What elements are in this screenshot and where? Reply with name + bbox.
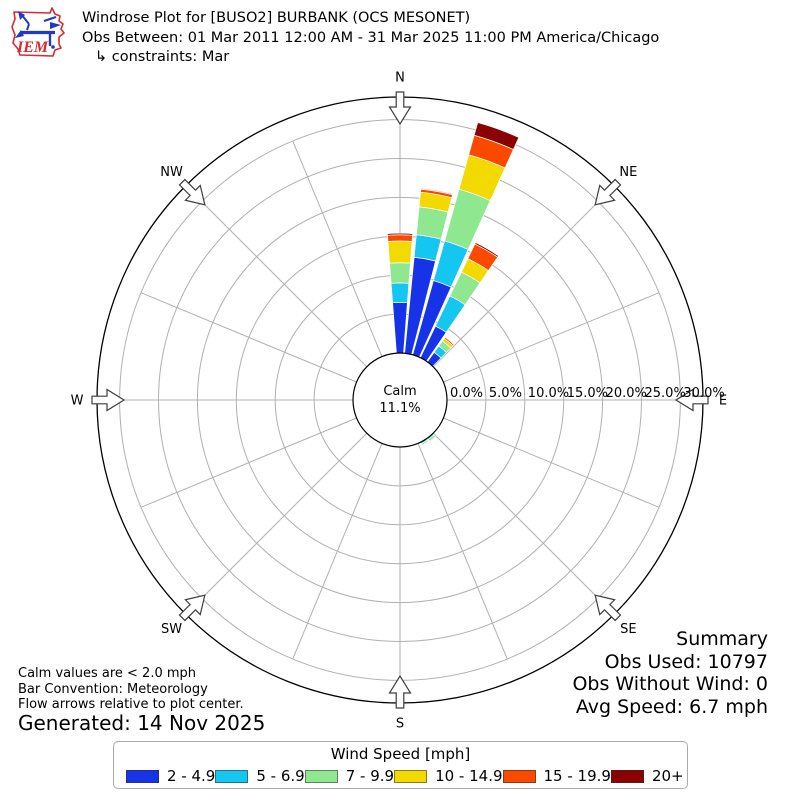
summary-title: Summary [676, 628, 768, 650]
plot-constraints: ↳ constraints: Mar [95, 49, 230, 65]
legend-label: 2 - 4.9 [167, 767, 216, 785]
radial-tick-label: 0.0% [450, 386, 483, 401]
plot-subtitle: Obs Between: 01 Mar 2011 12:00 AM - 31 M… [82, 29, 660, 46]
compass-label: E [719, 394, 727, 409]
calm-label: Calm [383, 384, 416, 399]
calm-value: 11.1% [379, 401, 420, 416]
wind-bar-segment [387, 234, 413, 242]
radial-tick-label: 5.0% [489, 386, 522, 401]
plot-title: Windrose Plot for [BUSO2] BURBANK (OCS M… [82, 10, 471, 26]
radial-tick-label: 15.0% [567, 386, 608, 401]
legend-item: 15 - 19.9 [502, 767, 611, 785]
legend-item: 5 - 6.9 [215, 767, 305, 785]
legend-swatch [610, 769, 644, 783]
legend-label: 15 - 19.9 [543, 767, 611, 785]
radial-tick-label: 30.0% [683, 386, 724, 401]
legend-item: 10 - 14.9 [394, 767, 503, 785]
legend-label: 7 - 9.9 [345, 767, 395, 785]
compass-arrow-icon [91, 388, 126, 412]
compass-label: NW [160, 165, 183, 180]
calm-circle [352, 352, 448, 448]
summary-obs-without-wind: Obs Without Wind: 0 [572, 673, 768, 695]
grid-spoke [201, 201, 368, 368]
wind-bar-segment [386, 232, 414, 236]
wind-bar-segment [389, 262, 411, 284]
grid-spoke [292, 141, 383, 357]
generated-date: Generated: 14 Nov 2025 [18, 710, 266, 735]
iem-logo-text: IEM [16, 39, 49, 56]
compass-label: SW [161, 622, 182, 637]
plot-header: Windrose Plot for [BUSO2] BURBANK (OCS M… [82, 9, 659, 68]
compass-label: W [71, 394, 84, 409]
footnotes: Calm values are < 2.0 mph Bar Convention… [18, 666, 266, 735]
grid-spoke [141, 292, 357, 383]
legend-swatch [126, 769, 159, 783]
grid-spoke [292, 443, 383, 659]
wind-bar-segment [413, 234, 442, 262]
legend-title: Wind Speed [mph] [330, 745, 471, 763]
legend-swatch [394, 769, 428, 783]
grid-spoke [432, 432, 599, 599]
wind-speed-legend: Wind Speed [mph] 2 - 4.9 5 - 6.9 7 - 9.9 10… [113, 741, 688, 789]
grid-spoke [141, 417, 357, 508]
legend-label: 20+ [651, 767, 684, 785]
wind-bar-segment [474, 242, 499, 258]
legend-swatch [215, 769, 249, 783]
legend-label: 5 - 6.9 [256, 767, 305, 785]
legend-items: 2 - 4.9 5 - 6.9 7 - 9.9 10 - 14.9 15 - 19.9 2… [114, 767, 687, 785]
compass-label: SE [620, 622, 636, 637]
wind-bar-segment [420, 439, 429, 446]
compass-arrow-icon [178, 594, 206, 622]
compass-label: S [396, 717, 404, 732]
legend-item: 2 - 4.9 [126, 767, 215, 785]
wind-bar-segment [427, 434, 437, 442]
compass-arrow-icon [594, 594, 622, 622]
grid-spoke [432, 201, 599, 368]
radial-tick-label: 10.0% [528, 386, 569, 401]
radial-tick-label: 20.0% [606, 386, 647, 401]
compass-arrow-icon [594, 178, 622, 206]
grid-spoke [443, 417, 659, 508]
iem-logo: IEM [11, 7, 65, 57]
summary-avg-speed: Avg Speed: 6.7 mph [575, 695, 768, 718]
wind-bar-segment [473, 122, 520, 150]
legend-item: 7 - 9.9 [304, 767, 395, 785]
grid-spoke [417, 443, 508, 659]
note-calm: Calm values are < 2.0 mph [18, 666, 197, 681]
weather-vane-icon [15, 11, 61, 49]
compass-arrow-icon [178, 178, 206, 206]
compass-arrow-icon [674, 388, 709, 412]
grid-spoke [201, 432, 368, 599]
legend-label: 10 - 14.9 [435, 767, 503, 785]
summary-obs-used: Obs Used: 10797 [604, 650, 768, 673]
compass-arrow-icon [388, 674, 412, 709]
legend-item: 20+ [610, 767, 684, 785]
summary-block: Summary Obs Used: 10797 Obs Without Wind… [572, 628, 768, 718]
compass-label: N [395, 71, 405, 86]
wind-bar-segment [420, 187, 454, 196]
compass-arrow-icon [388, 91, 412, 126]
legend-swatch [304, 769, 338, 783]
note-arrows: Flow arrows relative to plot center. [18, 697, 244, 712]
wind-bar-segment [387, 240, 413, 264]
note-convention: Bar Convention: Meteorology [18, 681, 208, 697]
compass-label: NE [619, 165, 637, 180]
wind-bar-segment [390, 282, 410, 304]
radial-tick-label: 25.0% [645, 386, 686, 401]
grid-spoke [443, 292, 659, 383]
wind-bar-segment [443, 336, 455, 347]
legend-swatch [502, 769, 536, 783]
wind-bar-segment [415, 206, 449, 240]
